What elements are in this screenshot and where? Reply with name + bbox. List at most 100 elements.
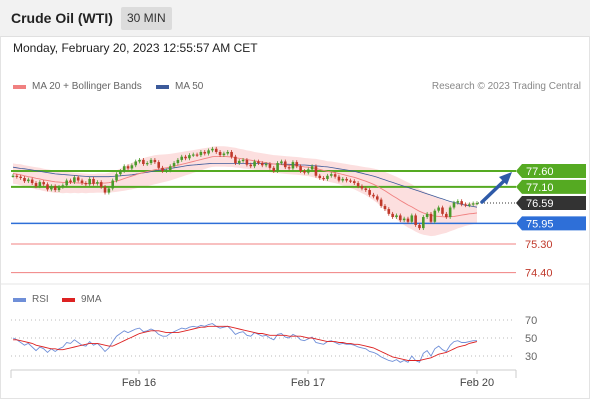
candle-body [391,213,394,218]
candle-body [257,161,260,164]
candle-body [299,166,302,171]
forecast-arrow-shaft [480,178,507,204]
candle-body [356,183,360,187]
candle-body [115,174,118,181]
candle-body [199,151,203,156]
candle-body [433,210,437,222]
bollinger-swatch [13,84,26,89]
candle-body [61,185,65,187]
candle-body [57,186,61,191]
candle-body [318,175,322,178]
candle-body [234,156,237,164]
candle-body [364,188,368,191]
level-label-5: 74.40 [525,268,553,280]
candle-body [329,174,333,176]
level-label-1: 77.10 [526,182,554,194]
candle-body [222,153,226,156]
candle-body [188,155,191,159]
candle-body [333,174,337,177]
candle-body [291,162,295,169]
candle-body [34,183,38,187]
level-label-4: 75.30 [525,239,553,251]
candle-body [38,182,42,187]
candle-body [138,159,141,162]
candle-body [226,151,230,154]
level-label-bg-0 [516,164,586,178]
candle-body [295,162,299,167]
candle-body [264,164,268,166]
candle-body [372,194,375,197]
candle-body [92,178,95,184]
legend-ma50: MA 50 [156,81,203,92]
candle-body [80,180,84,184]
candle-body [249,164,253,167]
legend-rsi-label: RSI [32,294,49,305]
candle-body [410,215,414,222]
level-label-0: 77.60 [526,166,554,178]
candle-body [27,179,30,182]
candle-body [214,148,218,152]
candle-body [203,151,207,154]
price-layer [11,146,516,274]
candle-body [122,166,126,171]
level-label-2: 76.59 [526,198,554,210]
instrument-title: Crude Oil (WTI) [11,10,113,26]
candle-body [88,178,91,185]
candle-body [280,161,283,164]
candle-body [326,175,329,179]
candle-body [429,213,433,222]
candle-body [352,181,356,184]
timeframe-badge[interactable]: 30 MIN [121,7,172,30]
candle-body [180,156,184,160]
candle-body [23,177,26,182]
rsi-swatch [13,297,26,302]
candle-body [406,218,410,222]
candle-body [99,182,103,187]
candle-body [276,163,279,171]
candle-body [184,156,187,159]
candle-body [53,186,57,191]
legend-bollinger: MA 20 + Bollinger Bands [13,81,142,92]
candle-body [341,178,345,181]
level-label-3: 75.95 [526,218,554,230]
candle-body [237,160,241,164]
candle-body [272,167,276,171]
axis-layer: 77.60 77.10 76.59 75.95 75.30 74.40 70 50 30 Feb … [122,164,586,389]
rsi-line [12,323,477,363]
candle-body [448,207,452,218]
legend-ma50-label: MA 50 [175,81,204,92]
legend-rsi: RSI [13,294,49,305]
candle-body [418,224,421,229]
candle-body [422,217,425,229]
candle-body [145,163,149,165]
candle-body [165,170,168,172]
x-tick-label-2: Feb 20 [460,377,494,389]
candle-body [379,199,383,206]
legend-bollinger-label: MA 20 + Bollinger Bands [32,81,142,92]
candle-body [168,166,172,171]
candle-body [345,178,348,181]
candle-body [303,171,306,173]
candle-body [111,180,115,189]
candle-body [395,215,398,218]
candle-body [464,204,467,206]
top-bar: Crude Oil (WTI) 30 MIN [0,0,590,37]
candle-body [445,213,448,218]
level-label-bg-3 [516,216,586,231]
candle-body [65,180,68,186]
candle-body [360,186,364,189]
candle-body [441,207,444,214]
candle-body [230,151,233,157]
candle-body [268,164,272,168]
candle-body [253,161,256,167]
level-label-bg-1 [516,179,586,194]
level-label-bg-2 [516,196,586,211]
candle-body [437,207,440,211]
candle-body [283,161,287,168]
candle-body [475,203,479,205]
x-tick-label-1: Feb 17 [291,377,325,389]
candle-body [218,151,222,156]
candle-body [425,213,429,218]
candle-body [126,166,130,169]
